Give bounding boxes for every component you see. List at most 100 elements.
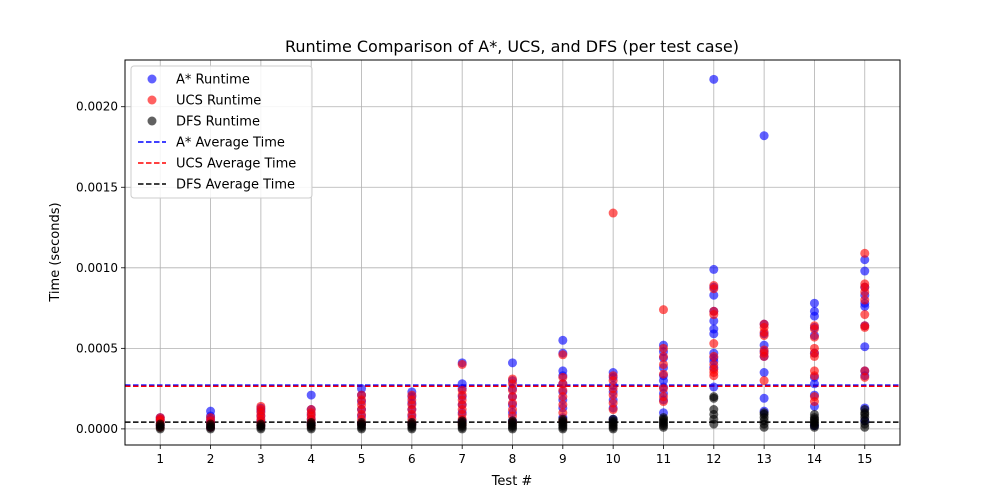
a-star-runtime-point (860, 266, 870, 276)
x-tick-label: 13 (756, 452, 771, 466)
ucs-runtime-point (759, 319, 769, 329)
ucs-runtime-point (709, 351, 719, 361)
ucs-runtime-point (709, 359, 719, 369)
ucs-runtime-point (860, 310, 870, 320)
ucs-runtime-point (558, 372, 568, 382)
dfs-runtime-point (709, 392, 719, 402)
y-tick-label: 0.0020 (76, 100, 118, 114)
ucs-runtime-point (558, 392, 568, 402)
a-star-runtime-point (809, 298, 819, 308)
ucs-runtime-point (860, 372, 870, 382)
x-tick-label: 11 (656, 452, 671, 466)
x-tick-label: 9 (559, 452, 567, 466)
legend-a-star-runtime-label: A* Runtime (176, 73, 250, 88)
legend-dfs-average-time-label: DFS Average Time (176, 178, 295, 193)
ucs-runtime-point (658, 351, 668, 361)
ucs-runtime-point (508, 405, 517, 415)
dfs-runtime-point (860, 405, 870, 415)
legend-dfs-runtime-swatch (147, 116, 157, 126)
ucs-runtime-point (709, 339, 719, 349)
chart-title: Runtime Comparison of A*, UCS, and DFS (… (285, 37, 739, 56)
ucs-runtime-point (155, 413, 165, 423)
x-tick-label: 7 (458, 452, 466, 466)
ucs-runtime-point (860, 279, 870, 289)
ucs-runtime-point (608, 390, 618, 400)
a-star-runtime-point (709, 74, 719, 84)
x-tick-label: 15 (857, 452, 872, 466)
a-star-runtime-point (809, 306, 819, 316)
ucs-runtime-point (809, 332, 819, 342)
legend-ucs-runtime-label: UCS Runtime (176, 94, 261, 109)
x-tick-label: 12 (706, 452, 721, 466)
dfs-runtime-point (608, 414, 618, 424)
legend-a-star-runtime-swatch (147, 74, 157, 84)
dfs-runtime-point (508, 416, 517, 426)
ucs-runtime-point (407, 390, 417, 400)
ucs-runtime-point (809, 366, 819, 376)
ucs-runtime-point (608, 398, 618, 408)
x-tick-label: 2 (207, 452, 215, 466)
ucs-runtime-point (206, 413, 216, 423)
dfs-runtime-point (759, 408, 769, 418)
a-star-runtime-point (809, 379, 819, 389)
a-star-runtime-point (709, 264, 719, 274)
x-tick-label: 14 (807, 452, 822, 466)
ucs-runtime-point (759, 345, 769, 355)
a-star-runtime-point (860, 255, 870, 265)
ucs-runtime-point (306, 405, 316, 415)
a-star-runtime-point (558, 366, 568, 376)
y-tick-label: 0.0010 (76, 261, 118, 275)
legend-box (130, 65, 313, 199)
x-tick-label: 4 (307, 452, 315, 466)
ucs-runtime-point (860, 366, 870, 376)
ucs-runtime-point (558, 379, 568, 389)
axis-ticks: 1 2 3 4 5 6 7 8 9 10 11 12 13 14 150.00000.00050.00100… (76, 100, 872, 466)
legend-a-star-average-time-label: A* Average Time (176, 136, 285, 151)
dfs-runtime-point (357, 417, 367, 427)
dfs-runtime-point (457, 416, 467, 426)
a-star-runtime-point (860, 342, 870, 352)
a-star-runtime-point (457, 379, 467, 389)
ucs-runtime-point (709, 306, 719, 316)
a-star-runtime-point (709, 316, 719, 326)
a-star-runtime-point (206, 406, 216, 416)
ucs-runtime-point (860, 295, 870, 305)
x-tick-label: 10 (606, 452, 621, 466)
x-tick-label: 8 (509, 452, 517, 466)
a-star-runtime-point (759, 393, 769, 403)
a-star-runtime-point (709, 382, 719, 392)
x-axis-label: Test # (491, 474, 533, 489)
ucs-runtime-point (809, 321, 819, 331)
ucs-runtime-point (709, 281, 719, 291)
ucs-runtime-point (759, 376, 769, 386)
dfs-runtime-point (306, 417, 316, 427)
a-star-runtime-point (508, 358, 517, 368)
ucs-runtime-point (558, 350, 568, 360)
a-star-runtime-point (709, 290, 719, 300)
x-tick-label: 1 (156, 452, 164, 466)
ucs-runtime-point (658, 343, 668, 353)
a-star-runtime-point (306, 390, 316, 400)
ucs-runtime-point (608, 405, 618, 415)
legend-dfs-runtime-label: DFS Runtime (176, 115, 260, 130)
ucs-runtime-point (457, 385, 467, 395)
legend-ucs-runtime-swatch (147, 95, 157, 105)
y-tick-label: 0.0000 (76, 422, 118, 436)
x-tick-label: 3 (257, 452, 265, 466)
data-points (155, 74, 870, 434)
ucs-runtime-point (357, 390, 367, 400)
dfs-runtime-point (206, 419, 216, 429)
y-tick-label: 0.0015 (76, 180, 118, 194)
ucs-runtime-point (608, 208, 618, 218)
dfs-runtime-point (558, 414, 568, 424)
ucs-runtime-point (608, 384, 618, 394)
y-axis-label: Time (seconds) (48, 202, 63, 302)
ucs-runtime-point (658, 305, 668, 315)
ucs-runtime-point (860, 248, 870, 258)
a-star-runtime-point (558, 335, 568, 345)
ucs-runtime-point (658, 384, 668, 394)
ucs-runtime-point (256, 401, 266, 411)
a-star-runtime-point (759, 368, 769, 378)
